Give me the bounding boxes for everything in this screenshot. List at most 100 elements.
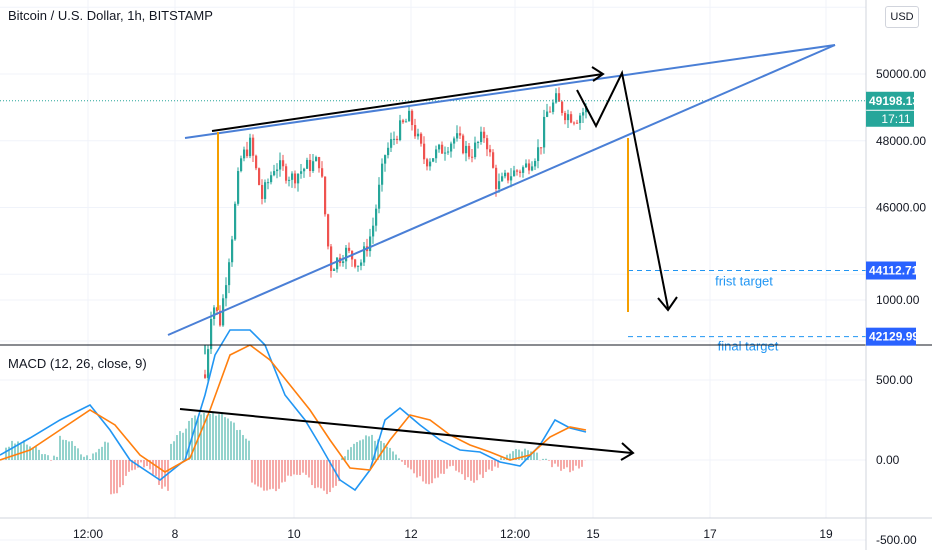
candle-body <box>393 138 396 140</box>
candle-body <box>225 285 228 299</box>
candle-body <box>231 239 234 263</box>
candle-body <box>507 172 510 181</box>
candle-body <box>282 160 285 167</box>
candle-body <box>360 262 363 266</box>
time-tick-label: 10 <box>287 527 301 541</box>
candle-body <box>432 158 435 162</box>
candle-body <box>327 214 330 247</box>
candle-body <box>264 182 267 199</box>
candle-body <box>405 121 408 123</box>
macd-tick-label: 500.00 <box>876 373 913 387</box>
candle-body <box>513 170 516 177</box>
currency-button[interactable]: USD <box>885 6 919 28</box>
candle-body <box>510 176 513 181</box>
target-price-label-bg <box>866 261 916 280</box>
candle-body <box>414 125 417 137</box>
candle-body <box>261 184 264 199</box>
candle-body <box>309 159 312 171</box>
candle-body <box>528 163 531 171</box>
candle-body <box>381 163 384 185</box>
time-tick-label: 8 <box>172 527 179 541</box>
macd-tick-label: 1000.00 <box>876 293 920 307</box>
grid <box>0 0 866 541</box>
candle-body <box>399 120 402 141</box>
candle-body <box>306 159 309 169</box>
candle-body <box>246 149 249 157</box>
signal-line <box>0 344 587 473</box>
current-price-label: 49198.13 <box>869 94 919 108</box>
candle-body <box>330 246 333 271</box>
candle-body <box>252 137 255 156</box>
candle-body <box>501 176 504 182</box>
candle-body <box>204 374 207 378</box>
candle-body <box>390 139 393 148</box>
candle-body <box>417 133 420 137</box>
candles <box>204 87 588 383</box>
candle-body <box>567 114 570 121</box>
target-price-label: 42129.99 <box>869 330 919 344</box>
candle-body <box>519 171 522 173</box>
candle-body <box>324 176 327 215</box>
candle-body <box>255 155 258 169</box>
candle-body <box>375 208 378 226</box>
candle-body <box>321 168 324 177</box>
candle-body <box>258 168 261 185</box>
candle-body <box>456 133 459 139</box>
candle-body <box>240 158 243 172</box>
candle-body <box>396 138 399 141</box>
candle-body <box>237 171 240 204</box>
projected-path <box>576 69 669 309</box>
candle-body <box>369 236 372 252</box>
price-tick-label: 50000.00 <box>876 67 926 81</box>
candle-body <box>294 173 297 184</box>
candle-body <box>402 120 405 123</box>
candle-body <box>291 173 294 180</box>
countdown-label-bg <box>866 110 914 127</box>
candle-body <box>243 149 246 159</box>
wedge-lower-line <box>167 44 836 336</box>
candle-body <box>213 307 216 319</box>
candle-body <box>579 115 582 124</box>
time-tick-label: 12:00 <box>73 527 103 541</box>
candle-body <box>504 172 507 177</box>
candle-body <box>315 157 318 162</box>
candle-body <box>564 112 567 121</box>
candle-body <box>561 101 564 113</box>
candle-body <box>318 157 321 169</box>
candle-body <box>531 166 534 171</box>
candle-body <box>387 147 390 156</box>
countdown-label: 17:11 <box>881 112 910 126</box>
candle-body <box>372 225 375 237</box>
candle-body <box>228 262 231 286</box>
chart-title: Bitcoin / U.S. Dollar, 1h, BITSTAMP <box>8 8 213 23</box>
candle-body <box>435 149 438 159</box>
candle-body <box>411 110 414 126</box>
candle-body <box>543 116 546 148</box>
candle-body <box>516 170 519 172</box>
candle-body <box>477 141 480 143</box>
candle-body <box>576 122 579 124</box>
candle-body <box>492 152 495 168</box>
candle-body <box>426 159 429 167</box>
candle-body <box>546 111 549 117</box>
candle-body <box>312 161 315 171</box>
candle-body <box>495 167 498 190</box>
candle-body <box>276 169 279 172</box>
candle-body <box>453 138 456 144</box>
candle-body <box>348 247 351 251</box>
arrow-head <box>591 66 605 82</box>
time-tick-label: 12 <box>404 527 418 541</box>
resistance-line <box>211 73 604 132</box>
candle-body <box>450 143 453 152</box>
price-tick-label: 48000.00 <box>876 134 926 148</box>
arrow-head <box>620 442 635 461</box>
candle-body <box>288 179 291 181</box>
candle-body <box>465 145 468 154</box>
candle-body <box>378 184 381 209</box>
candle-body <box>219 310 222 326</box>
candle-body <box>279 160 282 170</box>
candle-body <box>420 133 423 144</box>
candle-body <box>273 171 276 176</box>
candle-body <box>267 182 270 184</box>
macd-line <box>0 329 587 492</box>
